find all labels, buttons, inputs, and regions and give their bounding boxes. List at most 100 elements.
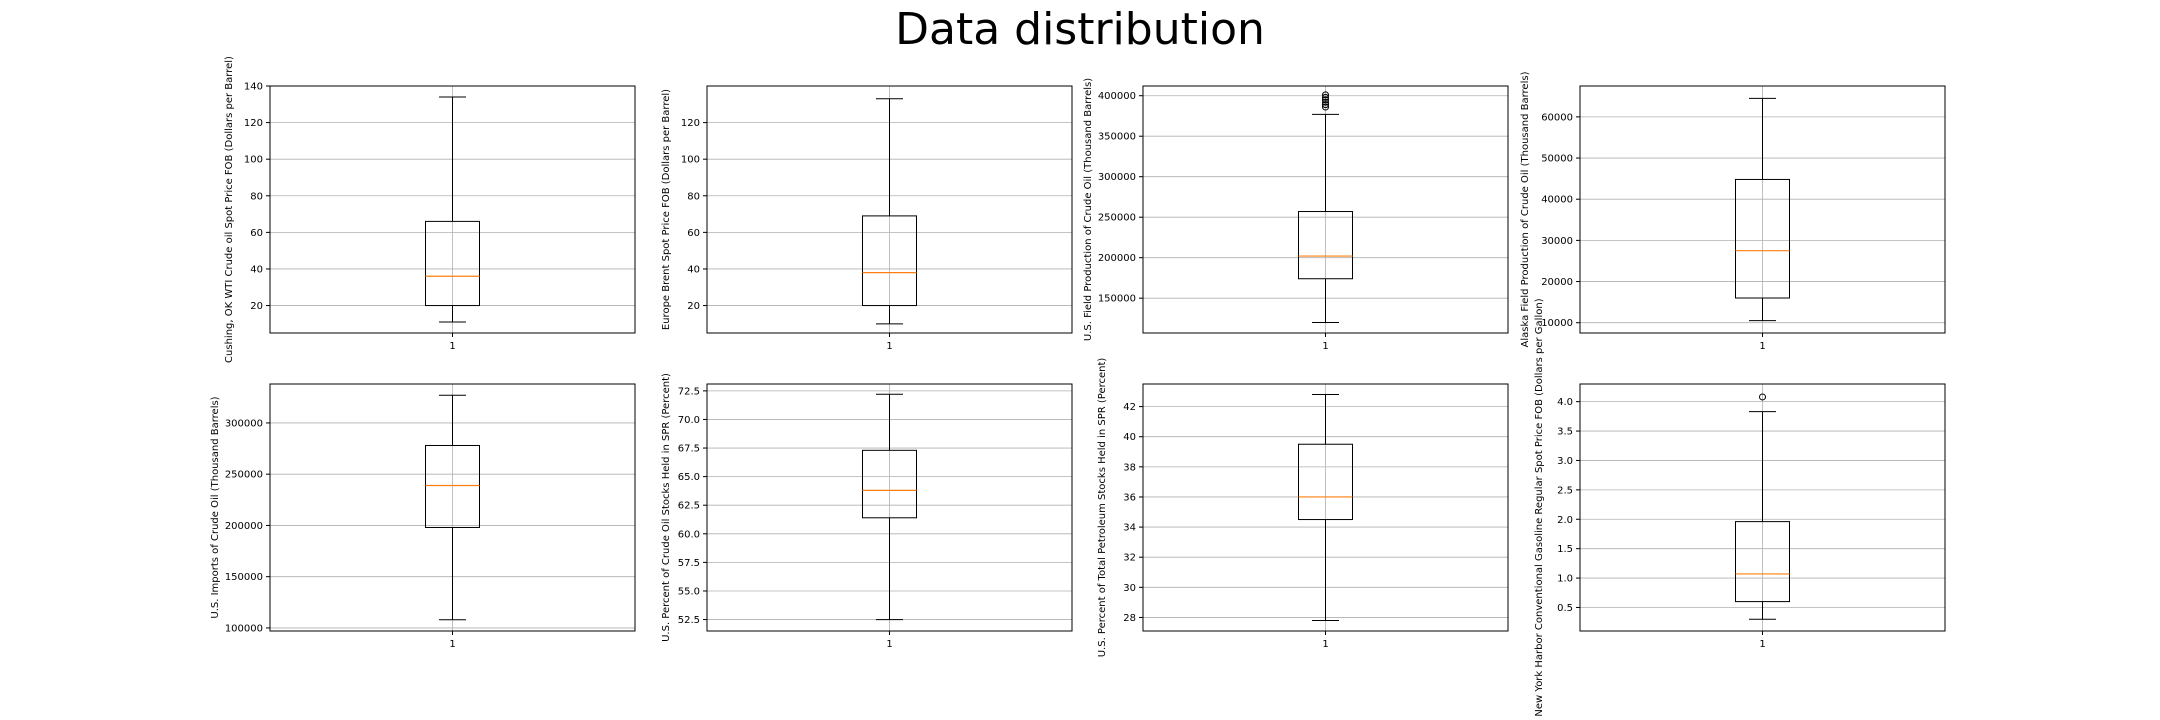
y-tick-label: 30000 xyxy=(1541,236,1573,247)
axes-frame xyxy=(269,85,636,334)
y-tick-label: 55.0 xyxy=(678,586,700,597)
box-iqr xyxy=(425,220,480,307)
y-axis-label: Europe Brent Spot Price FOB (Dollars per… xyxy=(661,89,672,330)
y-tick-label: 50000 xyxy=(1541,154,1573,165)
y-tick-label: 3.5 xyxy=(1557,427,1573,438)
y-tick-label: 200000 xyxy=(1098,253,1136,264)
chart-panel-7: 28 30 32 34 36 38 40 42 1 U.S. Percent of Total P… xyxy=(1097,358,1509,658)
axes-frame xyxy=(269,383,636,632)
outlier-point xyxy=(1322,103,1329,111)
chart-panel-5: 100000 150000 200000 250000 300000 1 U.S. Impo… xyxy=(210,383,636,650)
y-axis-label: U.S. Field Production of Crude Oil (Thou… xyxy=(1083,78,1094,341)
y-tick-label: 350000 xyxy=(1098,132,1136,143)
x-tick-label: 1 xyxy=(1759,639,1765,650)
y-tick-label: 65.0 xyxy=(678,472,700,483)
y-tick-label: 60 xyxy=(687,228,700,239)
y-tick-label: 40 xyxy=(250,264,263,275)
outlier-point xyxy=(1322,91,1329,99)
y-axis-label: Cushing, OK WTI Crude oil Spot Price FOB… xyxy=(224,56,235,363)
outlier-point xyxy=(1322,93,1329,101)
y-tick-label: 80 xyxy=(687,191,700,202)
y-axis-label: U.S. Imports of Crude Oil (Thousand Barr… xyxy=(210,396,221,618)
y-tick-label: 80 xyxy=(250,191,263,202)
x-tick-label: 1 xyxy=(1322,639,1328,650)
y-tick-label: 57.5 xyxy=(678,558,700,569)
y-tick-label: 1.0 xyxy=(1557,574,1573,585)
outlier-point xyxy=(1759,393,1766,401)
outlier-point xyxy=(1322,101,1329,109)
chart-panel-4: 10000 20000 30000 40000 50000 60000 1 Alaska Fi… xyxy=(1520,71,1946,352)
y-tick-label: 40 xyxy=(687,264,700,275)
y-tick-label: 4.0 xyxy=(1557,397,1573,408)
y-tick-label: 20 xyxy=(250,301,263,312)
y-tick-label: 28 xyxy=(1123,613,1136,624)
y-tick-label: 100000 xyxy=(225,623,263,634)
y-tick-label: 150000 xyxy=(225,572,263,583)
y-tick-label: 150000 xyxy=(1098,294,1136,305)
y-tick-label: 100 xyxy=(681,155,700,166)
axes-frame xyxy=(1142,85,1509,334)
chart-panel-8: 0.5 1.0 1.5 2.0 2.5 3.0 3.5 4.0 1 New York Harbor… xyxy=(1534,298,1946,717)
x-tick-label: 1 xyxy=(886,341,892,352)
x-tick-label: 1 xyxy=(449,639,455,650)
y-tick-label: 60000 xyxy=(1541,112,1573,123)
outlier-point xyxy=(1322,98,1329,106)
y-axis-label: U.S. Percent of Total Petroleum Stocks H… xyxy=(1097,358,1108,658)
y-tick-label: 60 xyxy=(250,228,263,239)
y-tick-label: 2.5 xyxy=(1557,485,1573,496)
y-tick-label: 1.5 xyxy=(1557,544,1573,555)
y-tick-label: 3.0 xyxy=(1557,456,1573,467)
y-tick-label: 62.5 xyxy=(678,501,700,512)
x-tick-label: 1 xyxy=(1322,341,1328,352)
box-iqr xyxy=(1735,521,1790,603)
y-tick-label: 38 xyxy=(1123,462,1136,473)
x-tick-label: 1 xyxy=(1759,341,1765,352)
y-tick-label: 250000 xyxy=(1098,213,1136,224)
box-iqr xyxy=(1735,178,1790,299)
axes-frame xyxy=(1579,85,1946,334)
y-tick-label: 72.5 xyxy=(678,386,700,397)
y-tick-label: 20 xyxy=(687,301,700,312)
chart-panel-2: 20 40 60 80 100 120 1 Europe Brent Spot Price F… xyxy=(661,85,1073,352)
y-tick-label: 200000 xyxy=(225,521,263,532)
chart-panel-3: 150000 200000 250000 300000 350000 400000 1 U.S… xyxy=(1083,78,1509,352)
chart-panel-6: 52.5 55.0 57.5 60.0 62.5 65.0 67.5 70.0 72.5 1 U.S… xyxy=(661,373,1073,650)
y-tick-label: 120 xyxy=(244,118,263,129)
y-tick-label: 140 xyxy=(244,82,263,93)
box-iqr xyxy=(1298,443,1353,521)
y-tick-label: 120 xyxy=(681,118,700,129)
y-tick-label: 20000 xyxy=(1541,277,1573,288)
y-axis-label: Alaska Field Production of Crude Oil (Th… xyxy=(1520,71,1531,347)
box-iqr xyxy=(862,449,917,519)
box-iqr xyxy=(1298,211,1353,280)
x-tick-label: 1 xyxy=(886,639,892,650)
y-tick-label: 300000 xyxy=(225,418,263,429)
box-iqr xyxy=(862,215,917,307)
axes-frame xyxy=(706,383,1073,632)
y-axis-label: U.S. Percent of Crude Oil Stocks Held in… xyxy=(661,373,672,642)
y-tick-label: 32 xyxy=(1123,553,1136,564)
y-tick-label: 30 xyxy=(1123,583,1136,594)
y-tick-label: 67.5 xyxy=(678,444,700,455)
y-tick-label: 36 xyxy=(1123,492,1136,503)
y-tick-label: 300000 xyxy=(1098,172,1136,183)
box-iqr xyxy=(425,444,480,528)
y-tick-label: 42 xyxy=(1123,402,1136,413)
y-tick-label: 40 xyxy=(1123,432,1136,443)
chart-panel-1: 20 40 60 80 100 120 140 1 Cushing, OK WTI Crude … xyxy=(224,56,636,363)
y-tick-label: 40000 xyxy=(1541,195,1573,206)
y-tick-label: 2.0 xyxy=(1557,515,1573,526)
axes-frame xyxy=(1142,383,1509,632)
y-tick-label: 60.0 xyxy=(678,529,700,540)
axes-frame xyxy=(1579,383,1946,632)
figure-title: Data distribution xyxy=(895,4,1265,55)
y-tick-label: 100 xyxy=(244,155,263,166)
y-axis-label: New York Harbor Conventional Gasoline Re… xyxy=(1534,298,1545,716)
y-tick-label: 10000 xyxy=(1541,318,1573,329)
axes-frame xyxy=(706,85,1073,334)
y-tick-label: 34 xyxy=(1123,523,1136,534)
x-tick-label: 1 xyxy=(449,341,455,352)
y-tick-label: 400000 xyxy=(1098,91,1136,102)
outlier-point xyxy=(1322,96,1329,104)
y-tick-label: 0.5 xyxy=(1557,603,1573,614)
